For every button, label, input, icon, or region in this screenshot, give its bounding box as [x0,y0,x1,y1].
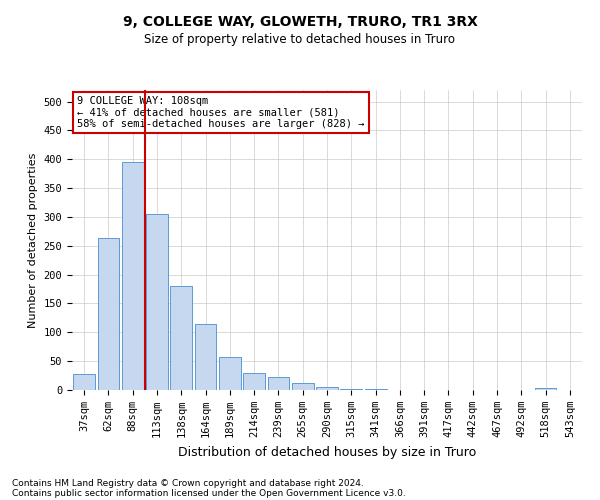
Text: Contains public sector information licensed under the Open Government Licence v3: Contains public sector information licen… [12,488,406,498]
Bar [535,388,556,390]
Bar [292,382,314,390]
Bar [219,357,241,390]
Text: Size of property relative to detached houses in Truro: Size of property relative to detached ho… [145,32,455,46]
Text: 9 COLLEGE WAY: 108sqm
← 41% of detached houses are smaller (581)
58% of semi-det: 9 COLLEGE WAY: 108sqm ← 41% of detached … [77,96,365,129]
X-axis label: Distribution of detached houses by size in Truro: Distribution of detached houses by size … [178,446,476,458]
Text: 9, COLLEGE WAY, GLOWETH, TRURO, TR1 3RX: 9, COLLEGE WAY, GLOWETH, TRURO, TR1 3RX [122,15,478,29]
Bar [316,386,338,390]
Bar [194,324,217,390]
Bar [73,374,95,390]
Bar [268,378,289,390]
Bar [243,372,265,390]
Text: Contains HM Land Registry data © Crown copyright and database right 2024.: Contains HM Land Registry data © Crown c… [12,478,364,488]
Bar [122,162,143,390]
Bar [97,238,119,390]
Bar [170,286,192,390]
Bar [146,214,168,390]
Y-axis label: Number of detached properties: Number of detached properties [28,152,38,328]
